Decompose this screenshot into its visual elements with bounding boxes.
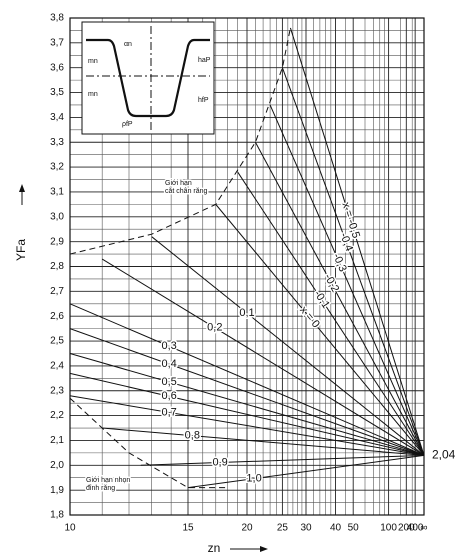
y-tick-label: 2,4 xyxy=(50,361,64,372)
series-label: 1,0 xyxy=(246,473,261,485)
inset-label: hfP xyxy=(198,97,209,104)
series-label: 0,6 xyxy=(161,390,176,402)
inset: mn mn αn haP hfP ρfP xyxy=(81,21,215,135)
inset-label: haP xyxy=(198,57,211,64)
series-line xyxy=(254,142,425,456)
series-label: 0,3 xyxy=(161,340,176,352)
limit-label: Giới hạn nhọn xyxy=(86,477,130,484)
x-tick-label: 40 xyxy=(330,523,342,534)
series-line xyxy=(69,328,425,456)
y-tick-label: 3,7 xyxy=(50,37,64,48)
y-tick-label: 2,9 xyxy=(50,236,64,247)
x-tick-label: 10 xyxy=(64,523,76,534)
series-line xyxy=(151,236,425,456)
x-tick-label: 30 xyxy=(300,523,312,534)
limit-label: Giới hạn xyxy=(165,180,192,187)
series-line xyxy=(102,427,425,456)
axis-arrows xyxy=(19,184,268,552)
series-label: 0,1 xyxy=(239,307,254,319)
series-line xyxy=(237,171,425,456)
y-tick-label: 2,0 xyxy=(50,460,64,471)
x-tick-label: 25 xyxy=(277,523,289,534)
y-tick-label: 2,3 xyxy=(50,385,64,396)
y-tick-label: 3,8 xyxy=(50,13,64,24)
x-tick-label: 200 xyxy=(398,523,415,534)
series-line xyxy=(289,27,425,456)
series-line xyxy=(140,454,425,466)
y-arrowhead xyxy=(19,184,25,192)
tooth-profile xyxy=(86,38,210,118)
series-line xyxy=(215,204,425,456)
y-tick-label: 2,6 xyxy=(50,311,64,322)
series-line xyxy=(69,303,425,456)
series-line xyxy=(101,258,425,456)
y-tick-label: 3,5 xyxy=(50,87,64,98)
convergence-label: 2,04 xyxy=(432,448,456,462)
x-tick-label: 15 xyxy=(182,523,194,534)
y-tick-label: 3,3 xyxy=(50,137,64,148)
y-tick-label: 2,8 xyxy=(50,261,64,272)
limit-curve xyxy=(69,27,291,255)
series-label: x = 0 xyxy=(297,304,322,330)
y-tick-label: 1,8 xyxy=(50,510,64,521)
x-axis-label: zn xyxy=(208,541,221,555)
x-tick-label: 50 xyxy=(348,523,360,534)
y-tick-label: 3,0 xyxy=(50,211,64,222)
series-label: 0,5 xyxy=(161,376,176,388)
x-tick-label: ∞ xyxy=(420,523,427,534)
y-tick-label: 3,4 xyxy=(50,112,64,123)
limit-curve xyxy=(69,397,228,489)
y-tick-label: 3,2 xyxy=(50,162,64,173)
y-tick-label: 1,9 xyxy=(50,485,64,496)
limit-label: đỉnh răng xyxy=(86,484,115,492)
inset-label: ρfP xyxy=(122,121,133,128)
series-label: 0,9 xyxy=(212,456,227,468)
x-tick-label: 100 xyxy=(380,523,397,534)
series-line xyxy=(187,454,425,489)
inset-label: mn xyxy=(88,58,98,65)
x-tick-label: 400 xyxy=(407,523,424,534)
series-line xyxy=(69,395,425,456)
x-arrowhead xyxy=(260,546,268,552)
y-tick-label: 2,1 xyxy=(50,435,64,446)
inset-label: αn xyxy=(124,41,132,48)
series-line xyxy=(69,372,425,456)
series-line xyxy=(69,352,425,456)
y-axis-label: YFa xyxy=(14,239,28,261)
series-label: 0,2 xyxy=(207,322,222,334)
series-label: 0,8 xyxy=(185,430,200,442)
inset-label: mn xyxy=(88,91,98,98)
y-tick-label: 2,2 xyxy=(50,410,64,421)
series-line xyxy=(269,104,425,456)
y-tick-label: 2,5 xyxy=(50,336,64,347)
series-label: 0,7 xyxy=(161,406,176,418)
limit-label: cắt chân răng xyxy=(165,186,208,195)
plot-frame xyxy=(69,17,425,516)
x-tick-label: 20 xyxy=(241,523,253,534)
y-tick-label: 2,7 xyxy=(50,286,64,297)
inset-box xyxy=(81,21,215,135)
series-line xyxy=(281,67,425,456)
series-label: -0,3 xyxy=(330,252,349,274)
y-tick-label: 3,1 xyxy=(50,187,64,198)
series-label: 0,4 xyxy=(161,358,176,370)
y-tick-label: 3,6 xyxy=(50,62,64,73)
